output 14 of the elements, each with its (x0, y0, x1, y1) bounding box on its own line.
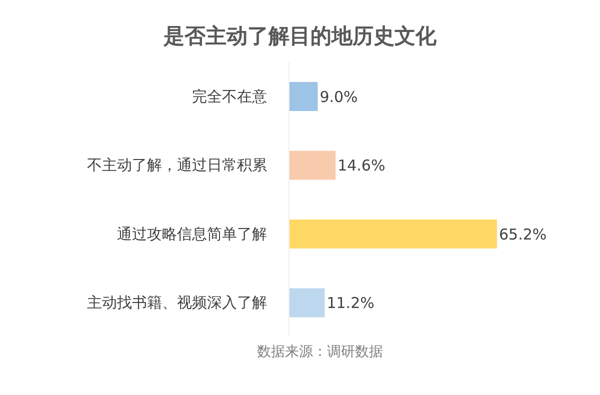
data-label: 11.2% (326, 294, 374, 312)
chart-title: 是否主动了解目的地历史文化 (162, 23, 438, 50)
y-tick-label: 通过攻略信息简单了解 (117, 224, 267, 243)
y-tick-label: 主动找书籍、视频深入了解 (87, 294, 267, 312)
bar (289, 219, 497, 248)
data-label: 14.6% (338, 156, 386, 175)
bar (289, 288, 325, 318)
y-tick-label: 不主动了解，通过日常积累 (87, 156, 267, 174)
source-note: 数据来源：调研数据 (256, 343, 384, 361)
y-tick-label: 完全不在意 (192, 87, 267, 106)
data-label: 9.0% (320, 88, 358, 106)
bar (289, 82, 318, 111)
data-label: 65.2% (499, 225, 547, 244)
bar (289, 150, 336, 180)
